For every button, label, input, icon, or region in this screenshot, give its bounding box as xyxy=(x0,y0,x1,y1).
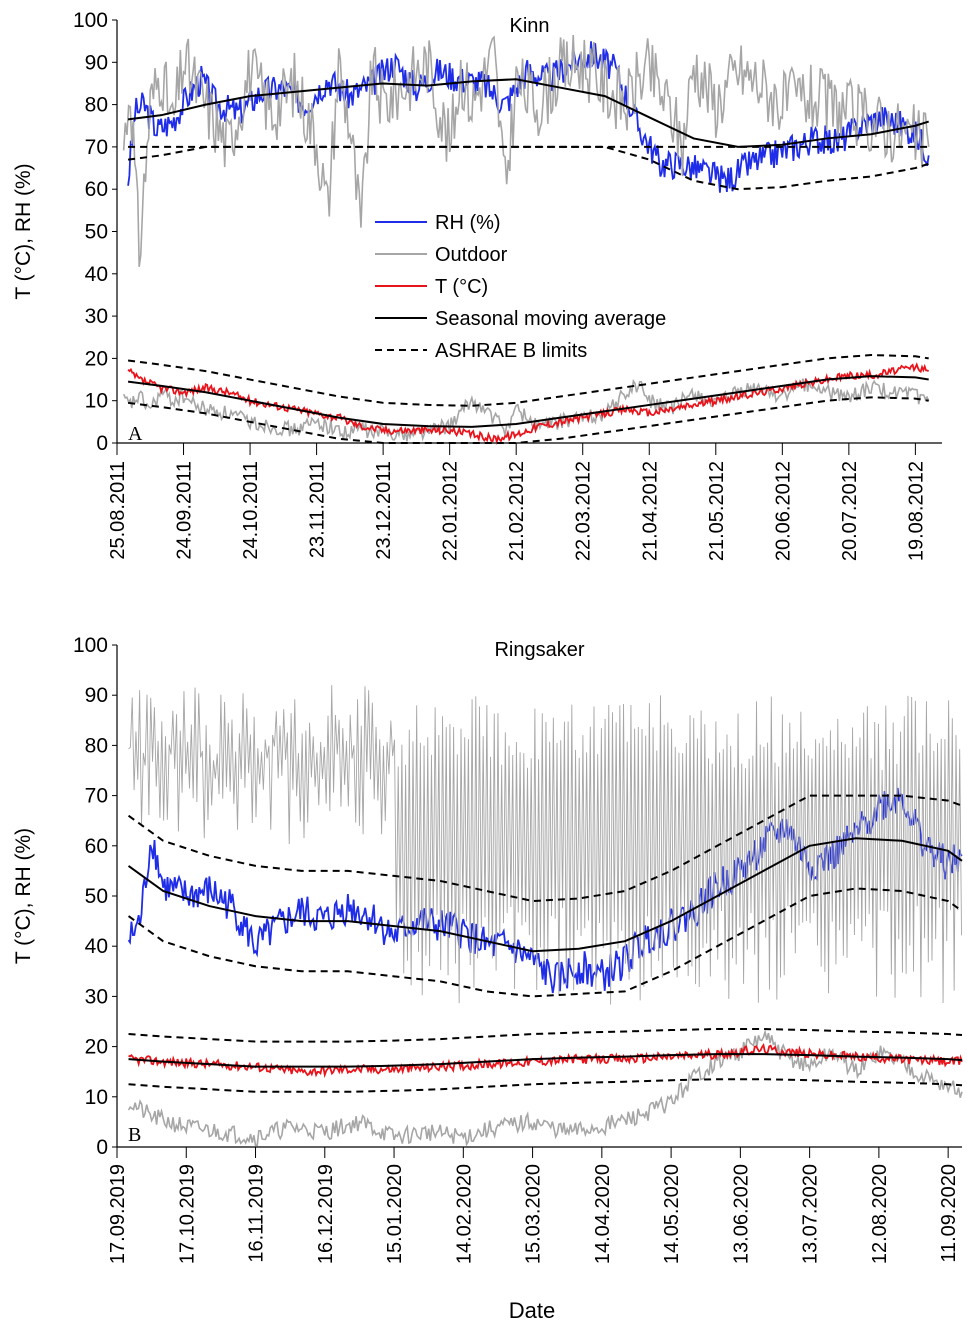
series-t-c xyxy=(128,1042,963,1079)
y-tick-label: 60 xyxy=(85,178,108,201)
x-tick-label: 17.09.2019 xyxy=(107,1164,129,1264)
x-tick-label: 14.02.2020 xyxy=(453,1164,475,1264)
x-axis-title: Date xyxy=(509,1298,555,1323)
x-tick-label: 20.07.2012 xyxy=(839,461,861,561)
series-ashrae-b-limits-lower-t xyxy=(128,1078,963,1093)
series-ashrae-b-limits-upper-t xyxy=(128,1028,963,1043)
y-tick-label: 0 xyxy=(96,1136,108,1159)
chart-title: Ringsaker xyxy=(494,639,584,661)
x-tick-label: 16.11.2019 xyxy=(246,1164,268,1263)
legend-label: Outdoor xyxy=(435,244,508,266)
x-tick-label: 21.05.2012 xyxy=(706,461,728,561)
x-tick-label: 21.02.2012 xyxy=(506,461,528,561)
y-tick-label: 100 xyxy=(73,634,108,657)
legend-label: Seasonal moving average xyxy=(435,308,666,330)
x-tick-label: 15.03.2020 xyxy=(523,1164,545,1264)
y-tick-label: 50 xyxy=(85,221,108,244)
series-ashrae-b-limits-lower-rh xyxy=(127,887,963,998)
series-seasonal-moving-average-t xyxy=(127,375,929,428)
x-tick-label: 14.04.2020 xyxy=(592,1164,614,1264)
x-tick-label: 22.01.2012 xyxy=(440,461,462,561)
x-tick-label: 12.08.2020 xyxy=(869,1164,891,1264)
y-tick-label: 0 xyxy=(96,432,108,455)
y-tick-label: 80 xyxy=(85,734,108,757)
x-tick-label: 24.09.2011 xyxy=(174,461,196,560)
x-tick-label: 14.05.2020 xyxy=(661,1164,683,1264)
x-tick-label: 21.04.2012 xyxy=(639,461,661,561)
y-tick-label: 30 xyxy=(85,305,108,328)
y-tick-label: 40 xyxy=(85,935,108,958)
y-tick-label: 60 xyxy=(85,835,108,858)
series-ashrae-b-limits-lower-t xyxy=(127,396,929,444)
legend-label: RH (%) xyxy=(435,212,501,234)
series-outdoor-t xyxy=(127,1028,963,1147)
x-tick-label: 13.06.2020 xyxy=(730,1164,752,1264)
chart-title: Kinn xyxy=(509,15,549,37)
series-rh xyxy=(127,787,963,994)
y-tick-label: 10 xyxy=(85,1086,108,1109)
x-tick-label: 19.08.2012 xyxy=(905,461,927,561)
y-tick-label: 20 xyxy=(85,347,108,370)
series-seasonal-moving-average-rh xyxy=(127,837,963,953)
x-tick-label: 24.10.2011 xyxy=(240,461,262,560)
x-tick-label: 22.03.2012 xyxy=(573,461,595,561)
y-tick-label: 90 xyxy=(85,684,108,707)
x-tick-label: 15.01.2020 xyxy=(384,1164,406,1264)
x-tick-label: 25.08.2011 xyxy=(107,461,129,560)
y-tick-label: 10 xyxy=(85,390,108,413)
legend-label: T (°C) xyxy=(435,276,488,298)
y-tick-label: 100 xyxy=(73,9,108,32)
y-tick-label: 90 xyxy=(85,51,108,74)
panel-label: A xyxy=(128,423,143,445)
series-ashrae-b-limits-upper-rh xyxy=(127,794,963,903)
x-tick-label: 23.12.2011 xyxy=(373,461,395,560)
y-tick-label: 80 xyxy=(85,94,108,117)
legend: RH (%) Outdoor T (°C) Seasonal moving avera… xyxy=(375,212,666,362)
y-tick-label: 20 xyxy=(85,1036,108,1059)
x-tick-label: 23.11.2011 xyxy=(307,461,329,558)
x-tick-label: 13.07.2020 xyxy=(800,1164,822,1264)
y-tick-label: 50 xyxy=(85,885,108,908)
series-ashrae-b-limits-upper-t xyxy=(127,354,929,407)
panel-ringsaker: 0 10 20 30 40 50 60 70 80 90 100 17.09.2019 17.10.20… xyxy=(12,634,963,1264)
legend-label: ASHRAE B limits xyxy=(435,340,587,362)
x-tick-label: 16.12.2019 xyxy=(315,1164,337,1264)
series-ashrae-b-limits-lower-rh xyxy=(127,145,929,191)
y-axis-title: T (°C), RH (%) xyxy=(12,828,35,964)
y-tick-label: 70 xyxy=(85,785,108,808)
x-tick-label: 20.06.2012 xyxy=(772,461,794,561)
panel-kinn: 0 10 20 30 40 50 60 70 80 90 100 25.08.2011 24.09.20… xyxy=(12,9,942,561)
y-axis-title: T (°C), RH (%) xyxy=(12,163,35,299)
panel-label: B xyxy=(128,1124,141,1146)
y-tick-label: 40 xyxy=(85,263,108,286)
series-seasonal-moving-average-t xyxy=(128,1053,963,1068)
series-outdoor-rh xyxy=(128,685,962,1005)
y-tick-label: 70 xyxy=(85,136,108,159)
y-tick-label: 30 xyxy=(85,985,108,1008)
x-tick-label: 11.09.2020 xyxy=(938,1164,960,1263)
series-seasonal-moving-average-rh xyxy=(127,78,929,148)
x-tick-label: 17.10.2019 xyxy=(176,1164,198,1264)
series-outdoor-rh xyxy=(122,35,930,267)
